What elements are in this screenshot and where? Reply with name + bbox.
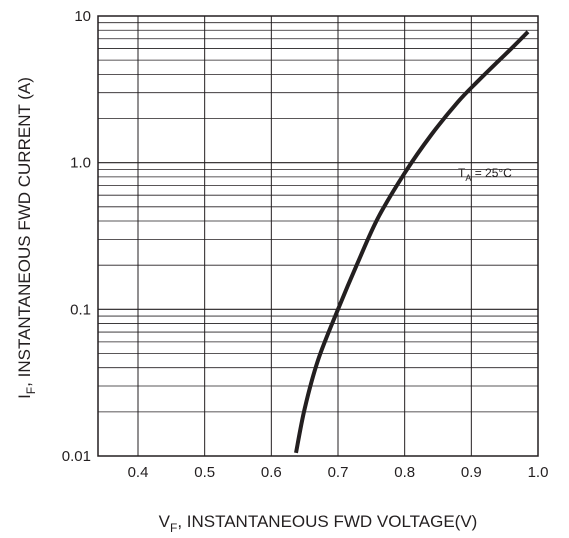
- temperature-annotation: TA = 25°C: [458, 166, 512, 183]
- x-tick-label: 1.0: [528, 464, 549, 481]
- x-tick-label: 0.9: [461, 464, 482, 481]
- x-axis-title: VF, INSTANTANEOUS FWD VOLTAGE(V): [159, 512, 478, 535]
- tick-labels: 0.4 0.5 0.6 0.7 0.8 0.9 1.0 0.01 0.1 1.0 10: [62, 8, 549, 481]
- x-tick-label: 0.4: [128, 464, 149, 481]
- series: [294, 30, 530, 454]
- y-tick-label: 0.1: [70, 301, 91, 318]
- x-tick-label: 0.5: [194, 464, 215, 481]
- y-tick-label: 0.01: [62, 448, 91, 465]
- x-tick-label: 0.6: [261, 464, 282, 481]
- grid: [98, 16, 538, 456]
- forward-current-curve: [294, 30, 530, 454]
- y-axis-title: IF, INSTANTANEOUS FWD CURRENT (A): [15, 77, 38, 399]
- x-tick-label: 0.7: [328, 464, 349, 481]
- y-tick-label: 1.0: [70, 155, 91, 172]
- y-tick-label: 10: [74, 8, 91, 25]
- x-tick-label: 0.8: [394, 464, 415, 481]
- plot-frame: [97, 15, 539, 457]
